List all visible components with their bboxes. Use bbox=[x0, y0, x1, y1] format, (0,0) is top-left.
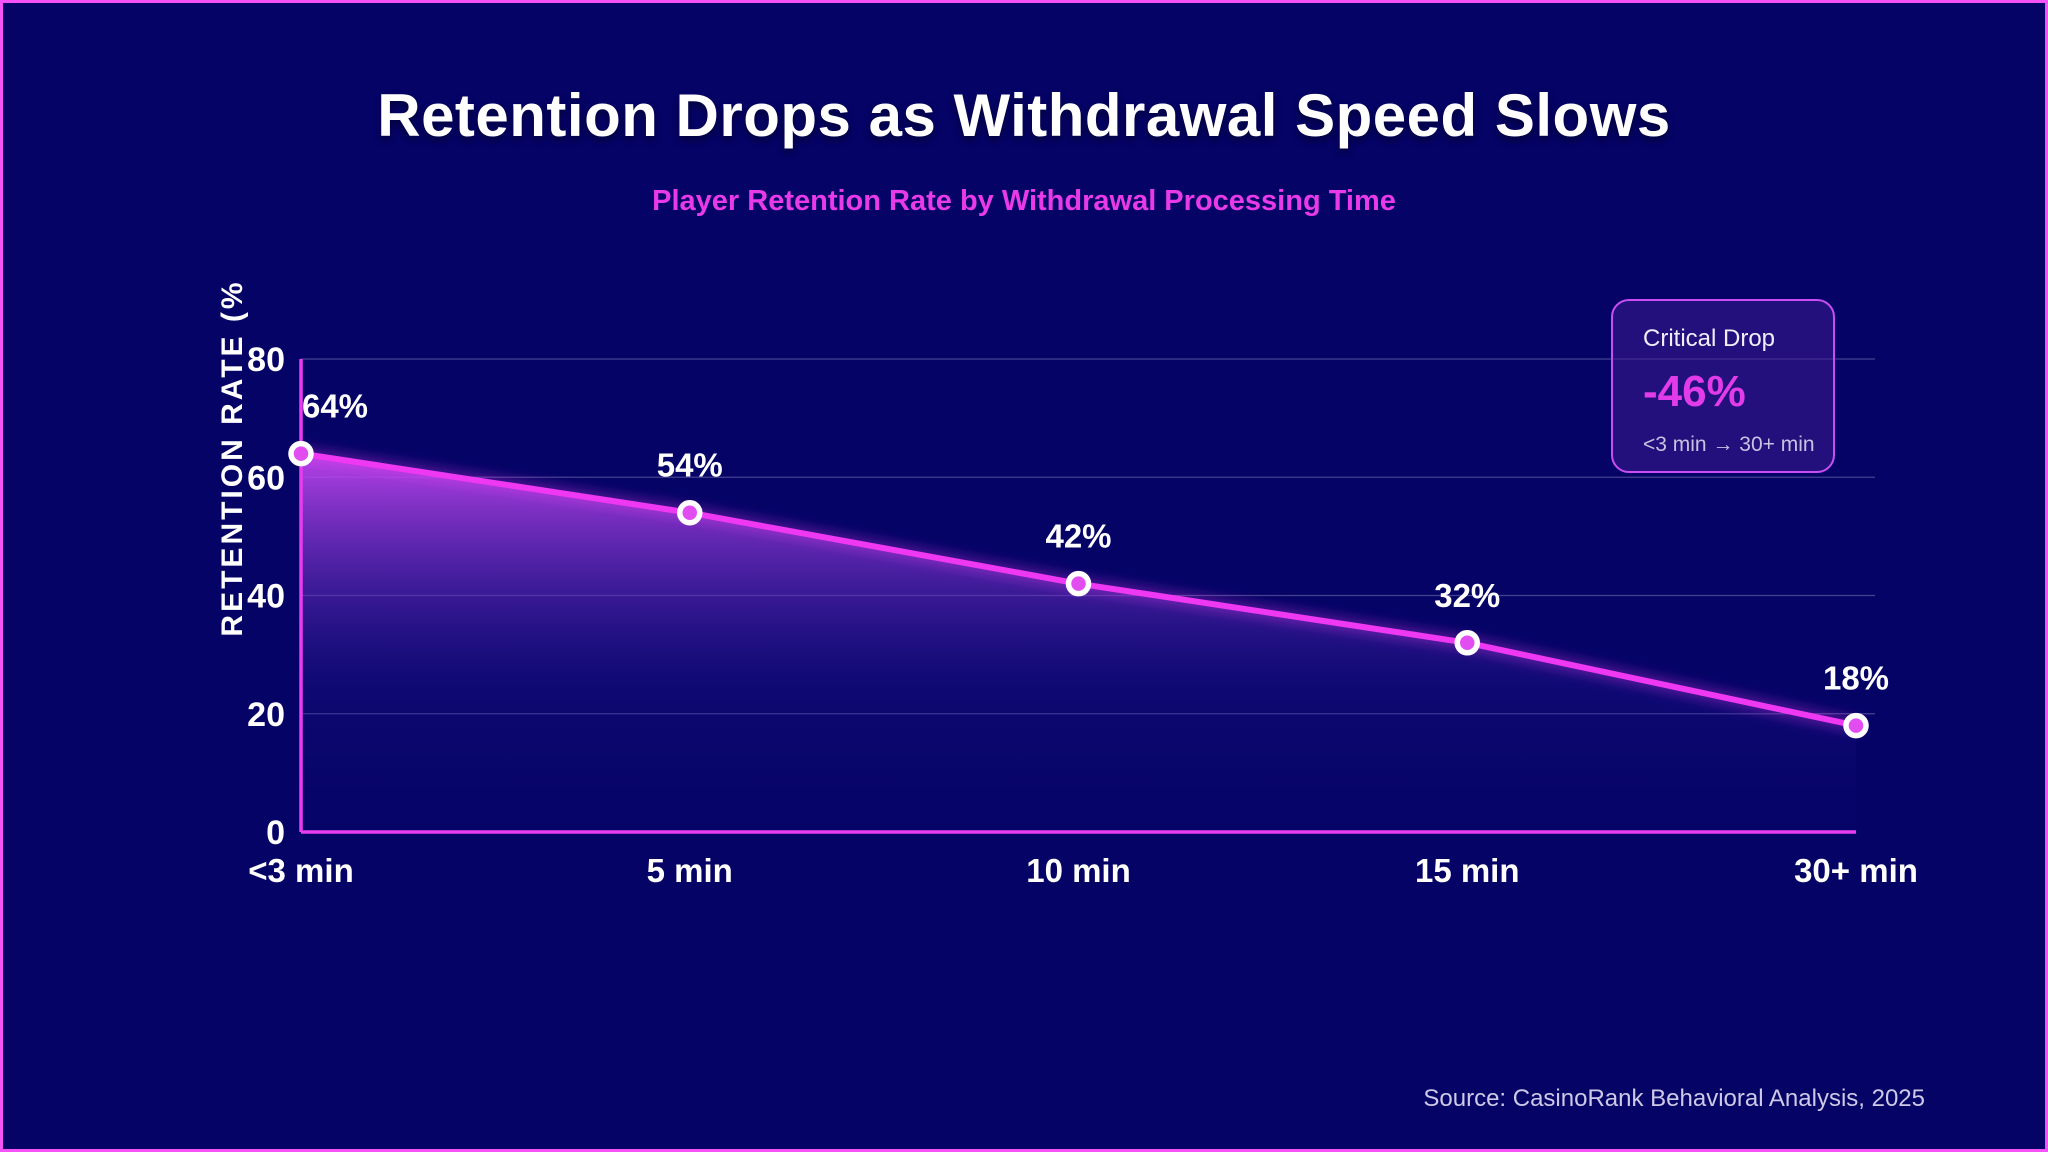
x-tick-label-4: 30+ min bbox=[1794, 852, 1918, 889]
data-label-4: 18% bbox=[1823, 660, 1889, 697]
callout-title: Critical Drop bbox=[1643, 325, 1776, 352]
x-tick-label-2: 10 min bbox=[1026, 852, 1131, 889]
y-tick-label-60: 60 bbox=[247, 459, 285, 497]
data-point-1 bbox=[677, 499, 703, 526]
data-label-0: 64% bbox=[302, 388, 368, 425]
page-title: Retention Drops as Withdrawal Speed Slow… bbox=[377, 82, 1671, 149]
data-point-2 bbox=[1065, 570, 1092, 597]
data-label-2: 42% bbox=[1045, 518, 1111, 555]
chart-subtitle: Player Retention Rate by Withdrawal Proc… bbox=[652, 185, 1396, 217]
x-tick-label-3: 15 min bbox=[1415, 852, 1520, 889]
data-label-1: 54% bbox=[657, 447, 723, 484]
callout-value: -46% bbox=[1643, 367, 1746, 416]
y-tick-label-20: 20 bbox=[247, 696, 285, 734]
source-attribution: Source: CasinoRank Behavioral Analysis, … bbox=[1423, 1085, 1925, 1112]
y-tick-label-0: 0 bbox=[266, 814, 285, 852]
y-tick-label-80: 80 bbox=[247, 341, 285, 379]
y-tick-label-40: 40 bbox=[247, 578, 285, 616]
critical-drop-callout: Critical Drop -46% <3 min → 30+ min bbox=[1611, 299, 1835, 473]
retention-line-chart: 0 20 40 60 80 <3 min 5 min 10 min 15 min 30+ min 6… bbox=[247, 341, 1918, 889]
data-point-4 bbox=[1843, 712, 1869, 739]
area-fill bbox=[301, 453, 1856, 832]
x-tick-label-1: 5 min bbox=[647, 852, 733, 889]
data-label-3: 32% bbox=[1434, 577, 1500, 614]
callout-range: <3 min → 30+ min bbox=[1643, 433, 1815, 456]
y-axis-title: RETENTION RATE (% bbox=[216, 279, 249, 637]
data-point-0 bbox=[288, 440, 314, 467]
x-tick-label-0: <3 min bbox=[248, 852, 353, 889]
data-point-3 bbox=[1454, 630, 1480, 656]
